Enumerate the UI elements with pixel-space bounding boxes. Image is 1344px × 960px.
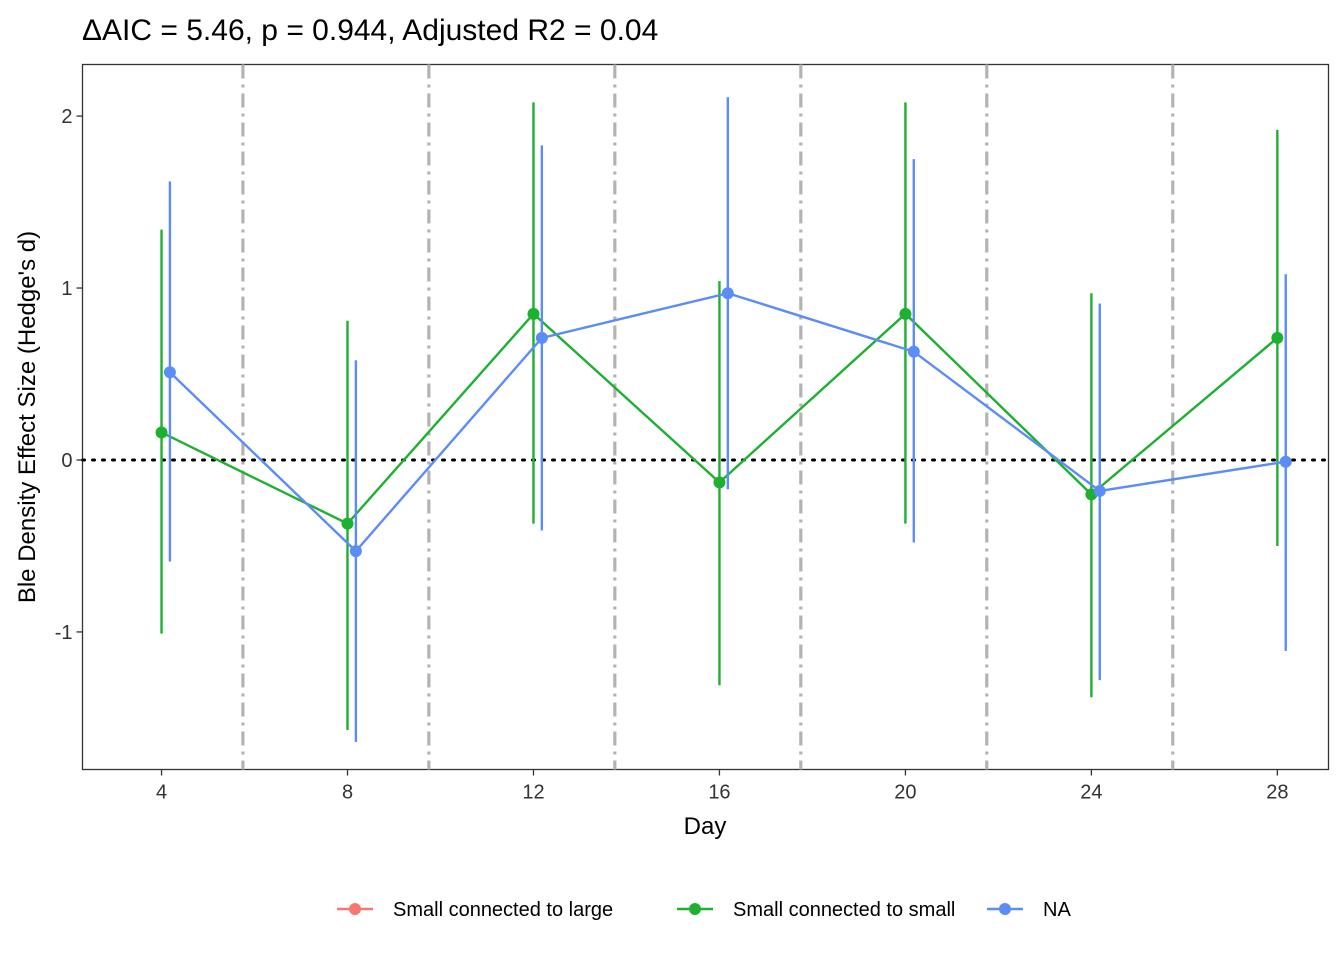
x-tick-label: 12	[522, 782, 544, 804]
chart-title: ΔAIC = 5.46, p = 0.944, Adjusted R2 = 0.…	[82, 14, 658, 47]
data-point	[535, 331, 548, 344]
data-point	[1093, 484, 1106, 497]
series	[163, 97, 1292, 742]
x-axis-label: Day	[684, 813, 727, 840]
data-point	[163, 366, 176, 379]
legend-item: NA	[987, 899, 1071, 921]
legend-label: Small connected to large	[393, 899, 613, 921]
data-point	[155, 426, 168, 439]
legend-label: NA	[1043, 899, 1071, 921]
y-tick-label: -1	[55, 622, 73, 644]
x-tick-label: 28	[1266, 782, 1288, 804]
y-axis: -1 0 1 2	[55, 106, 83, 644]
legend-key-point	[999, 903, 1011, 915]
legend-item: Small connected to small	[677, 899, 955, 921]
x-tick-label: 20	[894, 782, 916, 804]
x-tick-label: 8	[342, 782, 353, 804]
data-point	[349, 545, 362, 558]
legend-key-point	[689, 903, 701, 915]
y-tick-label: 2	[61, 106, 72, 128]
plot-panel	[81, 63, 1330, 771]
x-tick-label: 4	[156, 782, 167, 804]
y-tick-label: 0	[61, 450, 72, 472]
data-point	[899, 307, 912, 320]
data-point	[1271, 331, 1284, 344]
legend-label: Small connected to small	[733, 899, 955, 921]
data-point	[713, 476, 726, 489]
data-point	[527, 307, 540, 320]
data-point	[341, 517, 354, 530]
data-point	[1279, 455, 1292, 468]
x-tick-label: 24	[1080, 782, 1102, 804]
data-point	[721, 287, 734, 300]
legend: Small connected to large Small connected …	[337, 899, 1071, 921]
x-axis: 4 8 12 16 20 24 28	[156, 769, 1288, 804]
legend-item: Small connected to large	[337, 899, 613, 921]
data-point	[907, 345, 920, 358]
series	[155, 102, 1284, 730]
x-tick-label: 16	[708, 782, 730, 804]
vertical-reference-lines	[241, 64, 1175, 770]
y-axis-label: Ble Density Effect Size (Hedge's d)	[14, 231, 41, 603]
legend-key-point	[349, 903, 361, 915]
y-tick-label: 1	[61, 278, 72, 300]
series-layer	[155, 97, 1292, 742]
